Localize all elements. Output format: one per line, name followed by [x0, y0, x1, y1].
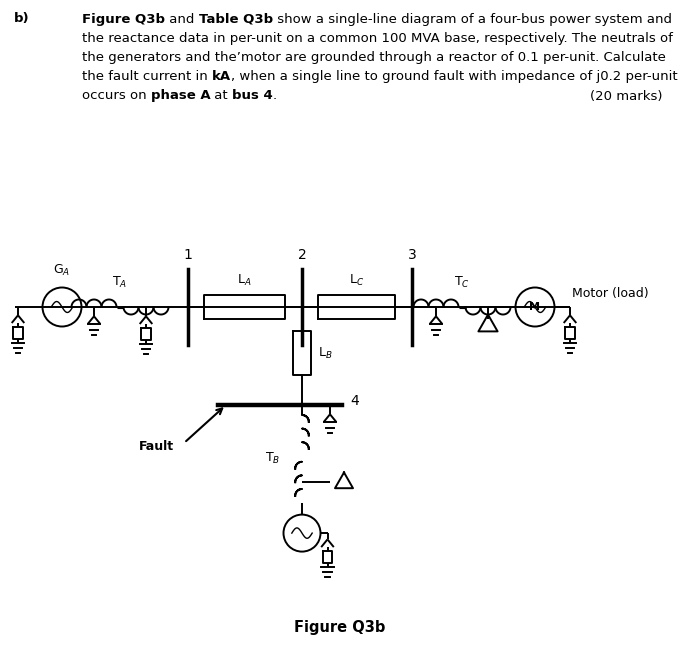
Text: kA: kA [212, 70, 231, 83]
Text: at: at [210, 89, 232, 102]
Text: 1: 1 [183, 248, 192, 262]
Text: Motor (load): Motor (load) [572, 286, 649, 300]
Text: 4: 4 [350, 394, 359, 408]
Text: T$_C$: T$_C$ [454, 275, 470, 290]
Text: bus 4: bus 4 [232, 89, 273, 102]
Text: Figure Q3b: Figure Q3b [294, 620, 386, 635]
Text: L$_B$: L$_B$ [318, 346, 333, 361]
Text: G$_A$: G$_A$ [54, 262, 71, 277]
Text: Fault: Fault [139, 440, 174, 453]
Text: occurs on: occurs on [82, 89, 151, 102]
Text: the generators and the’motor are grounded through a reactor of 0.1 per-unit. Cal: the generators and the’motor are grounde… [82, 51, 666, 64]
Text: show a single-line diagram of a four-bus power system and: show a single-line diagram of a four-bus… [273, 13, 672, 26]
Text: T$_A$: T$_A$ [113, 275, 128, 290]
Text: the reactance data in per-unit on a common 100 MVA base, respectively. The neutr: the reactance data in per-unit on a comm… [82, 32, 673, 45]
Text: L$_A$: L$_A$ [237, 273, 252, 288]
Text: 3: 3 [407, 248, 416, 262]
Text: .: . [273, 89, 277, 102]
Text: T$_B$: T$_B$ [265, 451, 280, 466]
Text: and: and [165, 13, 199, 26]
Text: Figure Q3b: Figure Q3b [82, 13, 165, 26]
Text: the fault current in: the fault current in [82, 70, 212, 83]
Text: phase A: phase A [151, 89, 210, 102]
Text: L$_C$: L$_C$ [349, 273, 364, 288]
Text: M: M [530, 302, 540, 312]
Text: (20 marks): (20 marks) [589, 90, 662, 103]
Text: 2: 2 [297, 248, 306, 262]
Text: , when a single line to ground fault with impedance of j0.2 per-unit: , when a single line to ground fault wit… [231, 70, 678, 83]
Text: b): b) [14, 12, 30, 25]
Text: Table Q3b: Table Q3b [199, 13, 273, 26]
